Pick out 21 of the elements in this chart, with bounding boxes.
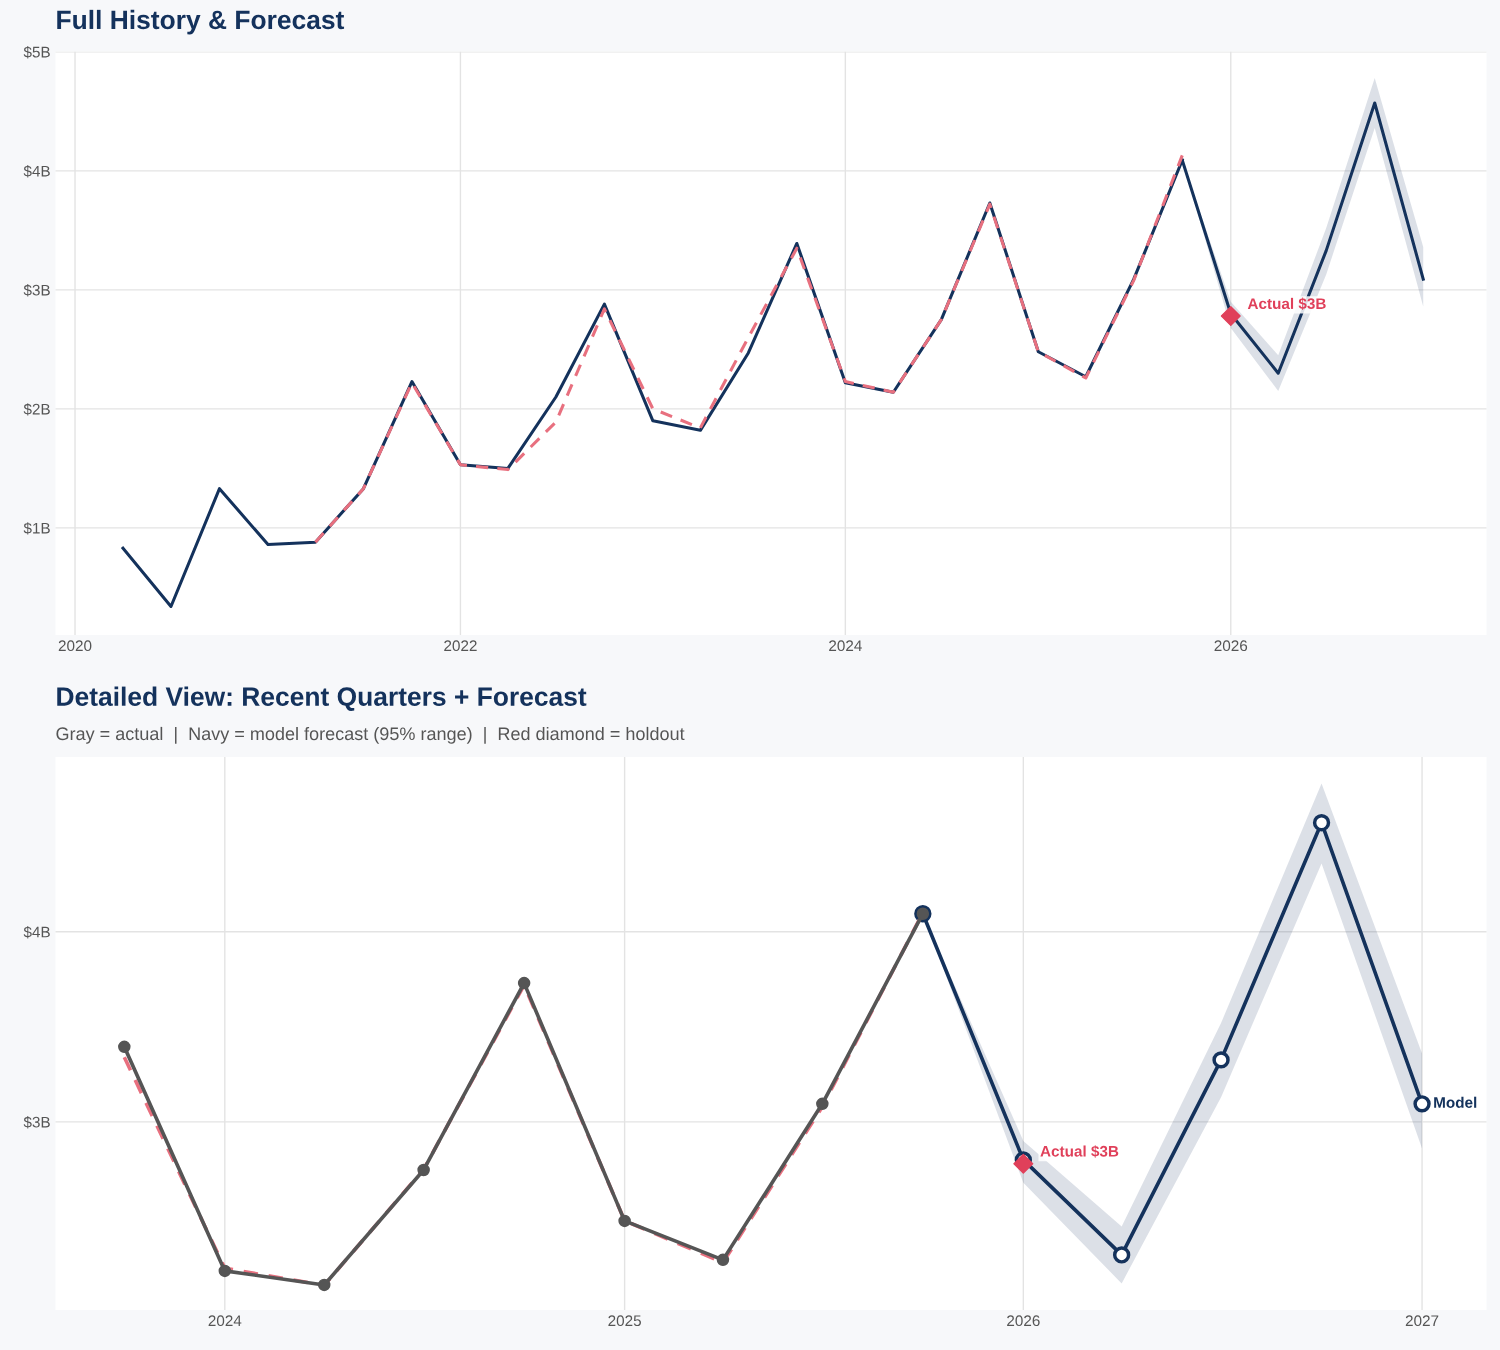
x-tick-label: 2027 <box>1405 1315 1439 1327</box>
y-tick-label: $4B <box>23 926 50 939</box>
y-tick-label: $3B <box>23 284 50 297</box>
y-tick-label: $2B <box>23 403 50 416</box>
x-tick-label: 2020 <box>58 640 92 652</box>
y-tick-label: $1B <box>23 522 50 535</box>
x-tick-label: 2024 <box>829 640 862 652</box>
x-tick-label: 2025 <box>608 1315 641 1327</box>
chart-subtitle: Gray = actual | Navy = model forecast (95% range) | Red diamond = holdout <box>56 726 685 744</box>
x-tick-label: 2022 <box>444 640 477 652</box>
annotation: Actual $3B <box>1247 297 1326 311</box>
annotation: Actual $3B <box>1040 1145 1119 1158</box>
x-tick-label: 2026 <box>1007 1315 1040 1327</box>
chart-title: Full History & Forecast <box>57 9 345 35</box>
y-tick-label: $4B <box>23 165 50 178</box>
y-tick-label: $5B <box>23 46 50 59</box>
series-label: Model <box>1434 1096 1477 1108</box>
x-tick-label: 2026 <box>1214 640 1248 652</box>
y-tick-label: $3B <box>23 1116 50 1129</box>
x-tick-label: 2024 <box>208 1315 242 1327</box>
chart-title: Detailed View: Recent Quarters + Forecast <box>57 686 587 711</box>
